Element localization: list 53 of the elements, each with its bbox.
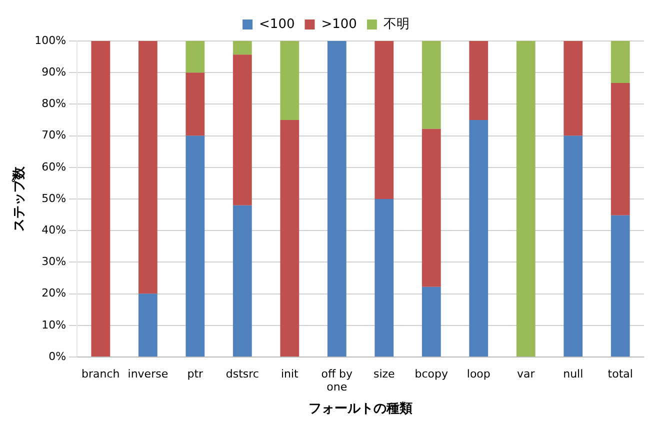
legend-label: <100	[259, 16, 295, 32]
x-tick-label: ptr	[187, 367, 204, 380]
y-tick-label: 20%	[42, 286, 66, 300]
x-tick-label: null	[563, 367, 584, 380]
x-tick-label: inverse	[128, 367, 168, 380]
y-tick-label: 100%	[34, 34, 66, 47]
y-tick-label: 80%	[42, 97, 66, 110]
y-tick-label: 40%	[42, 223, 66, 236]
bar	[469, 41, 488, 120]
y-tick-label: 0%	[48, 350, 66, 363]
y-tick-label: 70%	[42, 128, 66, 142]
y-tick-label: 90%	[42, 65, 66, 78]
bar	[232, 54, 252, 206]
bar	[564, 41, 583, 136]
bar	[280, 120, 300, 356]
bar	[327, 41, 346, 356]
x-tick-label: loop	[466, 367, 490, 380]
x-tick-label: branch	[82, 367, 120, 380]
x-tick-label: init	[280, 367, 300, 380]
bar	[469, 120, 488, 356]
bar	[186, 72, 205, 136]
bar	[91, 41, 110, 356]
bar	[280, 41, 300, 120]
y-tick-label: 30%	[42, 255, 66, 268]
bar	[138, 41, 158, 294]
bar	[610, 83, 630, 216]
bar	[422, 41, 441, 129]
x-tick-label: size	[373, 367, 396, 380]
legend-label: >100	[321, 16, 357, 32]
x-tick-label: bcopy	[414, 367, 449, 380]
x-tick-label: off by one	[321, 367, 354, 394]
y-tick-label: 50%	[42, 192, 66, 205]
legend-label: 不明	[383, 16, 410, 32]
bar	[374, 41, 394, 199]
bar	[564, 136, 583, 356]
y-tick-label: 60%	[42, 160, 66, 174]
x-tick-label: total	[608, 367, 633, 380]
x-tick-label: dstsrc	[226, 367, 259, 380]
y-axis-title: ステップ数	[11, 166, 28, 232]
bar	[422, 286, 441, 356]
bar	[232, 41, 252, 55]
bar	[422, 128, 441, 287]
bar	[610, 215, 630, 356]
bar	[186, 136, 205, 356]
bar	[516, 41, 536, 356]
y-tick-label: 10%	[42, 318, 66, 332]
bar	[374, 199, 394, 356]
bar	[232, 205, 252, 356]
bar	[138, 294, 158, 356]
x-tick-label: var	[516, 367, 536, 380]
x-axis-title: フォールトの種類	[308, 402, 413, 417]
bar	[186, 41, 205, 73]
bar	[610, 41, 630, 84]
